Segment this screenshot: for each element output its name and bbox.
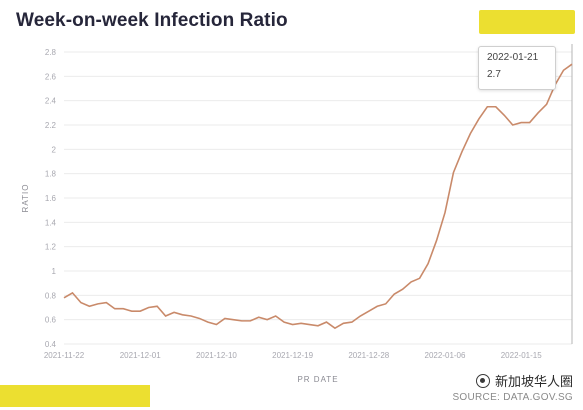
grid-layer <box>64 51 572 345</box>
x-tick-label: 2021-12-10 <box>196 351 237 360</box>
tooltip: 2022-01-21 2.7 <box>478 46 556 90</box>
y-tick-label: 0.8 <box>45 291 57 300</box>
chart-title: Week-on-week Infection Ratio <box>16 10 288 31</box>
y-tick-label: 1 <box>52 267 57 276</box>
x-tick-label: 2021-12-28 <box>348 351 389 360</box>
x-tick-label: 2021-11-22 <box>44 351 85 360</box>
tick-layer: 0.4 0.6 0.8 1 1.2 1.4 1.6 1.8 2 2.2 2.4 2.6 2.8 2021-… <box>44 48 542 360</box>
logo-row: 新加坡华人圈 <box>475 371 573 390</box>
series-line[interactable] <box>63 63 573 330</box>
y-tick-label: 2.2 <box>45 121 57 130</box>
y-tick-label: 0.4 <box>45 340 57 349</box>
watermark-bottom <box>0 385 150 407</box>
y-tick-label: 2.6 <box>45 72 57 81</box>
x-tick-label: 2021-12-01 <box>120 351 161 360</box>
y-tick-label: 1.2 <box>45 243 57 252</box>
wechat-logo-icon <box>475 373 490 388</box>
y-tick-label: 1.6 <box>45 194 57 203</box>
y-tick-label: 0.6 <box>45 316 57 325</box>
y-tick-label: 2 <box>52 145 57 154</box>
tooltip-value: 2.7 <box>487 69 501 80</box>
y-tick-label: 1.4 <box>45 218 57 227</box>
x-tick-label: 2022-01-06 <box>425 351 466 360</box>
x-axis-label: PR DATE <box>297 375 338 384</box>
y-tick-label: 2.4 <box>45 97 57 106</box>
x-tick-label: 2022-01-15 <box>501 351 542 360</box>
y-axis-label: RATIO <box>21 184 30 213</box>
x-tick-label: 2021-12-19 <box>272 351 313 360</box>
logo-text: 新加坡华人圈 <box>494 375 573 390</box>
source-text: SOURCE: DATA.GOV.SG <box>452 392 573 403</box>
y-tick-label: 1.8 <box>45 170 57 179</box>
footer: 新加坡华人圈 SOURCE: DATA.GOV.SG <box>452 371 573 403</box>
y-tick-label: 2.8 <box>45 48 57 57</box>
watermark-top <box>479 10 575 34</box>
tooltip-date: 2022-01-21 <box>487 52 539 63</box>
